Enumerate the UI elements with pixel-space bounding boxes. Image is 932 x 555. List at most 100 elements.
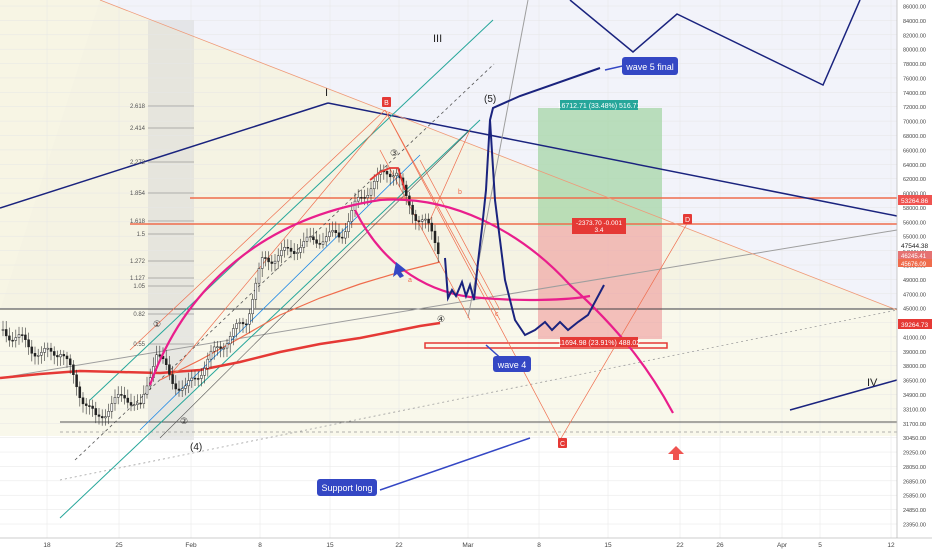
fib-level-label: 2.272 [130,160,146,166]
time-tick-label: 5 [818,542,822,549]
candle-body [302,241,306,248]
price-tick-label: 66000.00 [903,148,926,154]
time-tick-label: 8 [537,542,541,549]
fib-level-label: 1.5 [137,232,146,238]
candle-body [100,416,104,419]
candle-body [299,247,302,253]
candle-body [145,385,149,395]
candle-body [33,353,37,357]
time-tick-label: 22 [395,542,403,549]
candle-body [411,204,414,215]
price-label-current: 47544.38 [901,243,928,250]
fib-level-label: 0.82 [133,312,145,318]
price-label-support-box [898,319,932,329]
candle-body [164,358,168,365]
candle-body [417,220,421,222]
candle-body [337,232,341,238]
callout-wave4-text: wave 4 [497,360,527,370]
price-tick-label: 36500.00 [903,379,926,385]
fib-level-label: 1.618 [130,219,146,225]
time-tick-label: 26 [716,542,724,549]
price-tick-label: 72000.00 [903,105,926,111]
candle-body [289,247,293,252]
candle-body [129,402,133,406]
candle-body [43,348,46,353]
price-tick-label: 68000.00 [903,134,926,140]
callout-wave5-text: wave 5 final [625,62,674,72]
price-tick-label: 76000.00 [903,76,926,82]
fib-level-label: 1.127 [130,276,146,282]
stop-label: 11694.98 (23.91%) 488.02 [558,340,640,347]
trend-line-upper-2 [327,102,898,217]
price-tick-label: 56000.00 [903,220,926,226]
marker-c-text: C [560,441,565,448]
candle-body [1,329,5,331]
callout-support-text: Support long [321,483,372,493]
wave-label-a-small: a [408,277,412,284]
time-tick-label: 8 [258,542,262,549]
candle-body [196,378,200,380]
candle-body [104,416,107,419]
time-tick-label: 15 [604,542,612,549]
magenta-bowl [354,209,591,302]
price-tick-label: 33100.00 [903,407,926,413]
triangle-zone [0,0,897,310]
projection-path-down [489,119,605,337]
up-arrow-icon [668,446,684,460]
price-tick-label: 82000.00 [903,33,926,39]
candle-body [168,364,171,375]
price-tick-label: 86000.00 [903,5,926,11]
candle-body [40,352,43,356]
candle-body [177,388,181,391]
wave-label-sub2: ② [180,416,188,426]
price-tick-label: 84000.00 [903,19,926,25]
price-label-small2: 45676.09 [901,262,927,268]
candle-body [126,397,130,403]
candle-body [356,197,360,202]
entry-label-box [572,218,626,234]
candle-body [264,257,267,259]
fib-level-label: 1.854 [130,191,146,197]
candle-body [238,322,242,324]
price-tick-label: 60000.00 [903,192,926,198]
candle-body [436,242,440,255]
fib-levels [148,105,194,345]
candle-body [216,346,219,348]
entry-ratio-label: 3.4 [594,227,603,234]
candle-body [235,323,238,329]
wave-label-b-small: b [458,189,462,196]
candle-body [305,236,309,242]
candle-body [206,358,210,369]
projection-path-up [444,67,601,302]
candle-body [430,222,434,232]
candle-body [209,350,213,360]
price-tick-label: 41000.00 [903,335,926,341]
candle-body [56,355,59,358]
wave-label-sub1: ① [153,319,161,329]
candle-body [324,236,328,243]
price-label-resistance-box [898,195,932,205]
stop-label-box [560,337,638,347]
price-tick-label: 62000.00 [903,177,926,183]
candle-body [334,230,338,233]
candle-body [228,336,232,345]
wave-label-sub4: ④ [437,314,445,324]
marker-d-text: D [685,217,690,224]
candle-body [65,355,69,360]
candle-body [331,230,334,233]
wave-iv-line [789,379,898,411]
fib-level-label: 2.618 [130,104,146,110]
projection-path-top [569,0,861,87]
candle-body [286,246,290,249]
magenta-arc [148,198,674,414]
price-tick-label: 24850.00 [903,508,926,514]
candle-body [72,364,75,375]
profit-label: 16712.71 (33.48%) 516.71 [558,103,641,110]
price-tick-label: 31700.00 [903,422,926,428]
time-tick-label: 18 [43,542,51,549]
price-tick-label: 80000.00 [903,48,926,54]
candle-body [123,395,126,399]
candle-body [347,221,350,232]
fib-vertical-band [148,20,194,440]
